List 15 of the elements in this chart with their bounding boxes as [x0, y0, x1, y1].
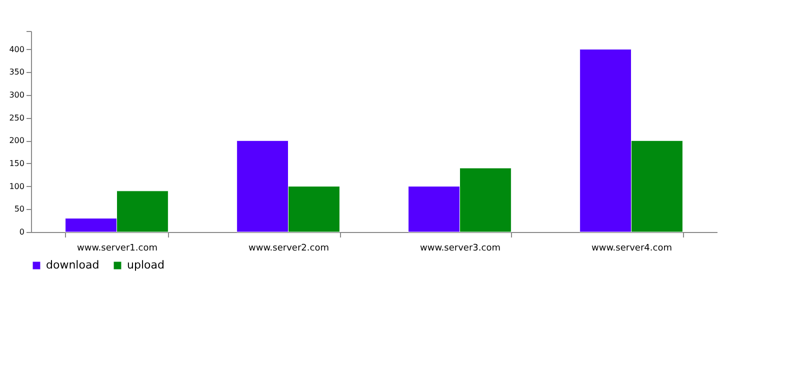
x-tick-label: www.server4.com — [592, 244, 672, 254]
legend-label: upload — [127, 258, 164, 272]
x-tick-label: www.server2.com — [248, 244, 329, 254]
y-tick-label: 100 — [9, 182, 24, 191]
y-tick-label: 150 — [9, 158, 24, 168]
y-tick-label: 50 — [14, 204, 24, 214]
x-tick-label: www.server1.com — [77, 244, 158, 254]
y-tick-label: 200 — [9, 136, 24, 146]
y-tick-label: 0 — [19, 228, 24, 236]
y-tick-label: 400 — [9, 44, 24, 54]
y-tick-label: 350 — [9, 68, 24, 77]
x-tick-label: www.server3.com — [420, 244, 500, 254]
y-tick-label: 250 — [9, 113, 24, 122]
legend-label: download — [46, 258, 100, 272]
y-tick-label: 300 — [9, 90, 24, 100]
